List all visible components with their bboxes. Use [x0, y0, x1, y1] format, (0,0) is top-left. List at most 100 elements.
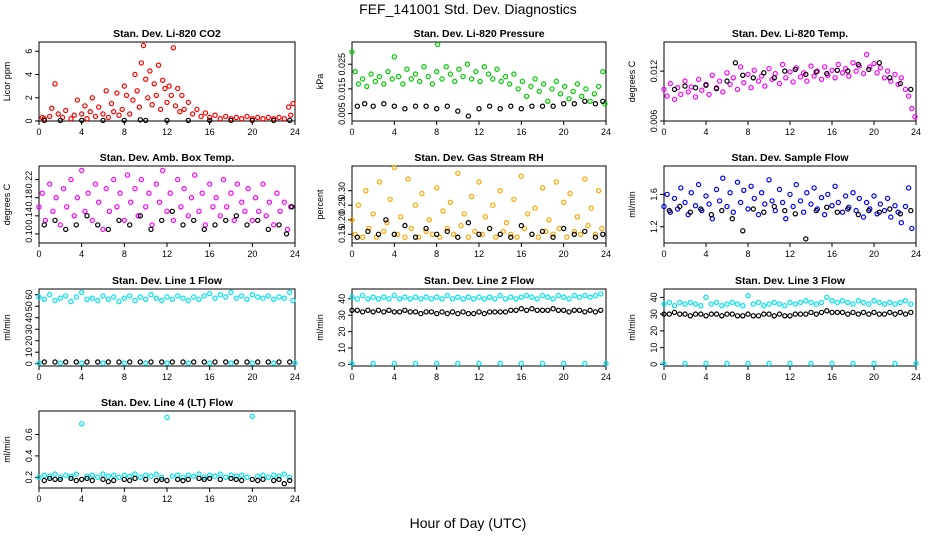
data-point	[803, 71, 809, 78]
data-point	[57, 360, 64, 366]
y-tick-label: 2	[24, 95, 34, 100]
data-point	[577, 231, 584, 237]
panel-title: Stan. Dev. Li-820 CO2	[113, 28, 221, 40]
panel-title: Stan. Dev. Line 1 Flow	[112, 275, 223, 287]
data-point	[222, 113, 229, 120]
x-tick-label: 16	[827, 249, 837, 259]
data-point	[274, 190, 280, 196]
data-point	[829, 202, 835, 209]
data-point	[287, 289, 293, 296]
data-point	[513, 307, 519, 313]
data-point	[132, 71, 138, 78]
data-point	[576, 294, 583, 300]
y-tick-label: 10	[649, 343, 659, 353]
data-point	[276, 359, 282, 365]
data-point	[222, 474, 229, 480]
x-tick-label: 0	[36, 372, 41, 382]
data-point	[126, 473, 133, 479]
data-point	[265, 114, 271, 121]
data-point	[905, 185, 912, 191]
data-point	[222, 359, 229, 365]
data-point	[486, 294, 493, 300]
data-point	[41, 472, 48, 478]
data-point	[698, 206, 704, 212]
data-point	[561, 225, 567, 232]
data-point	[41, 477, 48, 484]
data-point	[821, 64, 828, 70]
panel-ylabel: Licor ppm	[2, 62, 12, 102]
data-point	[164, 208, 170, 214]
data-point	[745, 71, 751, 78]
data-point	[818, 299, 825, 306]
data-point	[871, 60, 877, 67]
series-1	[349, 291, 604, 302]
data-point	[153, 92, 159, 99]
data-point	[471, 296, 477, 302]
data-point	[566, 309, 572, 315]
data-point	[866, 301, 872, 307]
data-point	[174, 293, 181, 299]
data-point	[142, 476, 149, 483]
data-point	[402, 294, 408, 300]
data-point	[271, 296, 277, 302]
data-point	[242, 208, 248, 214]
y-tick-label: 0	[649, 362, 659, 367]
data-point	[523, 93, 530, 100]
data-point	[105, 478, 112, 485]
data-point	[677, 203, 683, 210]
data-point	[493, 234, 499, 240]
data-point	[71, 112, 77, 118]
data-point	[518, 306, 525, 312]
data-point	[508, 234, 514, 240]
data-point	[376, 179, 383, 185]
data-point	[349, 217, 355, 223]
panel-title: Stan. Dev. Amb. Box Temp.	[100, 152, 235, 164]
data-point	[884, 68, 891, 74]
data-point	[561, 307, 567, 313]
data-point	[808, 201, 814, 207]
data-point	[783, 75, 789, 81]
data-point	[515, 86, 521, 92]
data-point	[217, 476, 223, 483]
data-point	[703, 313, 709, 319]
data-point	[106, 208, 113, 214]
data-point	[825, 191, 831, 198]
data-point	[835, 61, 842, 68]
data-point	[265, 293, 271, 299]
data-point	[771, 203, 778, 210]
data-point	[755, 299, 762, 306]
data-point	[713, 299, 720, 306]
data-point	[196, 475, 202, 482]
data-point	[443, 63, 449, 70]
data-point	[502, 73, 509, 80]
data-point	[666, 311, 673, 317]
data-point	[365, 307, 371, 313]
x-tick-label: 16	[827, 372, 837, 382]
data-point	[36, 474, 42, 480]
data-point	[148, 292, 154, 298]
data-point	[853, 68, 859, 74]
data-point	[100, 111, 106, 117]
data-point	[194, 106, 200, 113]
data-point	[365, 228, 371, 235]
data-point	[355, 81, 362, 87]
data-point	[745, 360, 751, 367]
panel-title: Stan. Dev. Gas Stream RH	[414, 152, 543, 164]
data-point	[391, 309, 397, 315]
data-point	[265, 474, 271, 480]
data-point	[148, 359, 154, 365]
data-point	[877, 201, 884, 207]
data-point	[666, 299, 673, 306]
data-point	[364, 83, 370, 90]
series-1	[36, 413, 293, 480]
data-point	[455, 360, 461, 367]
data-point	[587, 307, 593, 313]
data-point	[727, 81, 733, 88]
data-point	[592, 100, 599, 107]
y-tick-label: 0	[337, 362, 347, 367]
data-point	[734, 313, 741, 319]
data-point	[465, 113, 472, 119]
data-point	[180, 222, 186, 228]
data-point	[228, 117, 234, 124]
data-point	[724, 301, 730, 307]
